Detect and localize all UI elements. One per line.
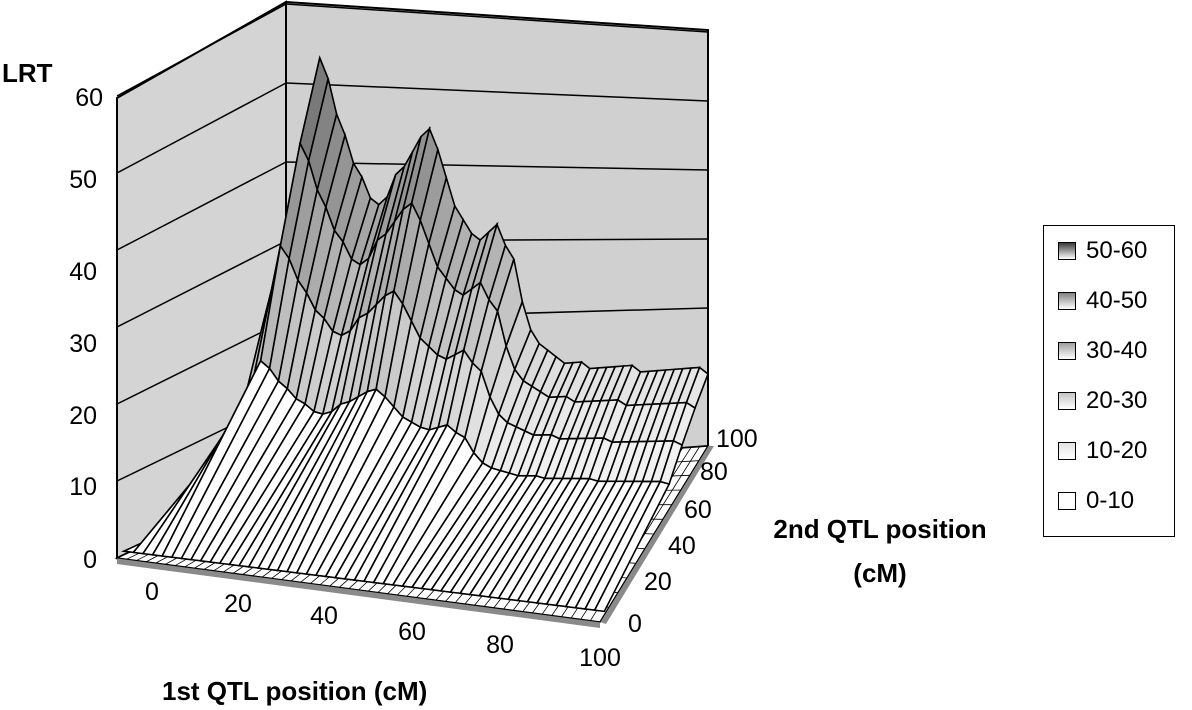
y-axis: 0 20 40 60 80 100 xyxy=(628,425,758,638)
floor-gridline xyxy=(116,557,601,623)
legend-item: 40-50 xyxy=(1058,287,1148,314)
gridline xyxy=(116,161,287,251)
z-tick-label: 40 xyxy=(69,258,97,286)
z-tick-label: 20 xyxy=(69,402,97,430)
y-tick-label: 40 xyxy=(668,532,696,560)
x-tick-label: 100 xyxy=(579,644,621,672)
x-tick-label: 80 xyxy=(486,631,514,659)
gridline xyxy=(116,240,287,328)
x-axis: 0 20 40 60 80 100 xyxy=(145,578,621,672)
floor-edge xyxy=(600,446,714,624)
legend-item: 10-20 xyxy=(1058,437,1148,464)
y-axis-title-line2: (cM) xyxy=(853,558,906,588)
legend-label: 20-30 xyxy=(1086,387,1148,414)
legend-item: 30-40 xyxy=(1058,337,1148,364)
z-tick-label: 30 xyxy=(69,330,97,358)
z-axis: 0 10 20 30 40 50 60 xyxy=(69,84,103,574)
y-tick-label: 100 xyxy=(716,425,758,453)
legend-swatch xyxy=(1058,342,1076,360)
legend-label: 40-50 xyxy=(1086,287,1148,314)
z-axis-title: LRT xyxy=(2,58,53,88)
z-tick-label: 0 xyxy=(83,546,97,574)
legend-swatch xyxy=(1058,442,1076,460)
legend-swatch xyxy=(1058,492,1076,510)
z-tick-label: 50 xyxy=(69,166,97,194)
x-tick-label: 40 xyxy=(310,602,338,630)
surface-mesh xyxy=(120,55,709,613)
legend-label: 30-40 xyxy=(1086,337,1148,364)
y-tick-label: 20 xyxy=(644,568,672,596)
x-tick-label: 0 xyxy=(145,578,159,606)
surface-facet xyxy=(593,480,671,613)
gridline xyxy=(116,3,287,97)
legend-swatch xyxy=(1058,292,1076,310)
x-tick-label: 60 xyxy=(398,618,426,646)
x-axis-title: 1st QTL position (cM) xyxy=(162,676,427,706)
y-axis-title-line1: 2nd QTL position xyxy=(773,514,986,544)
z-tick-label: 10 xyxy=(69,473,97,501)
gridline xyxy=(285,161,709,171)
legend-item: 50-60 xyxy=(1058,237,1148,264)
legend-item: 0-10 xyxy=(1058,487,1135,514)
legend-item: 20-30 xyxy=(1058,387,1148,414)
gridline xyxy=(116,82,287,174)
gridline xyxy=(285,82,709,102)
y-tick-label: 80 xyxy=(700,458,728,486)
legend-label: 50-60 xyxy=(1086,237,1148,264)
x-tick-label: 20 xyxy=(224,590,252,618)
floor-edge-front xyxy=(117,558,600,628)
y-tick-label: 0 xyxy=(628,610,642,638)
gridline xyxy=(116,319,287,405)
z-tick-label: 60 xyxy=(75,84,103,112)
legend-swatch xyxy=(1058,242,1076,260)
legend-swatch xyxy=(1058,392,1076,410)
y-tick-label: 60 xyxy=(684,496,712,524)
gridline xyxy=(285,3,709,33)
legend: 50-60 40-50 30-40 20-30 10-20 0-10 xyxy=(1043,225,1175,537)
legend-label: 10-20 xyxy=(1086,437,1148,464)
legend-label: 0-10 xyxy=(1086,487,1135,514)
